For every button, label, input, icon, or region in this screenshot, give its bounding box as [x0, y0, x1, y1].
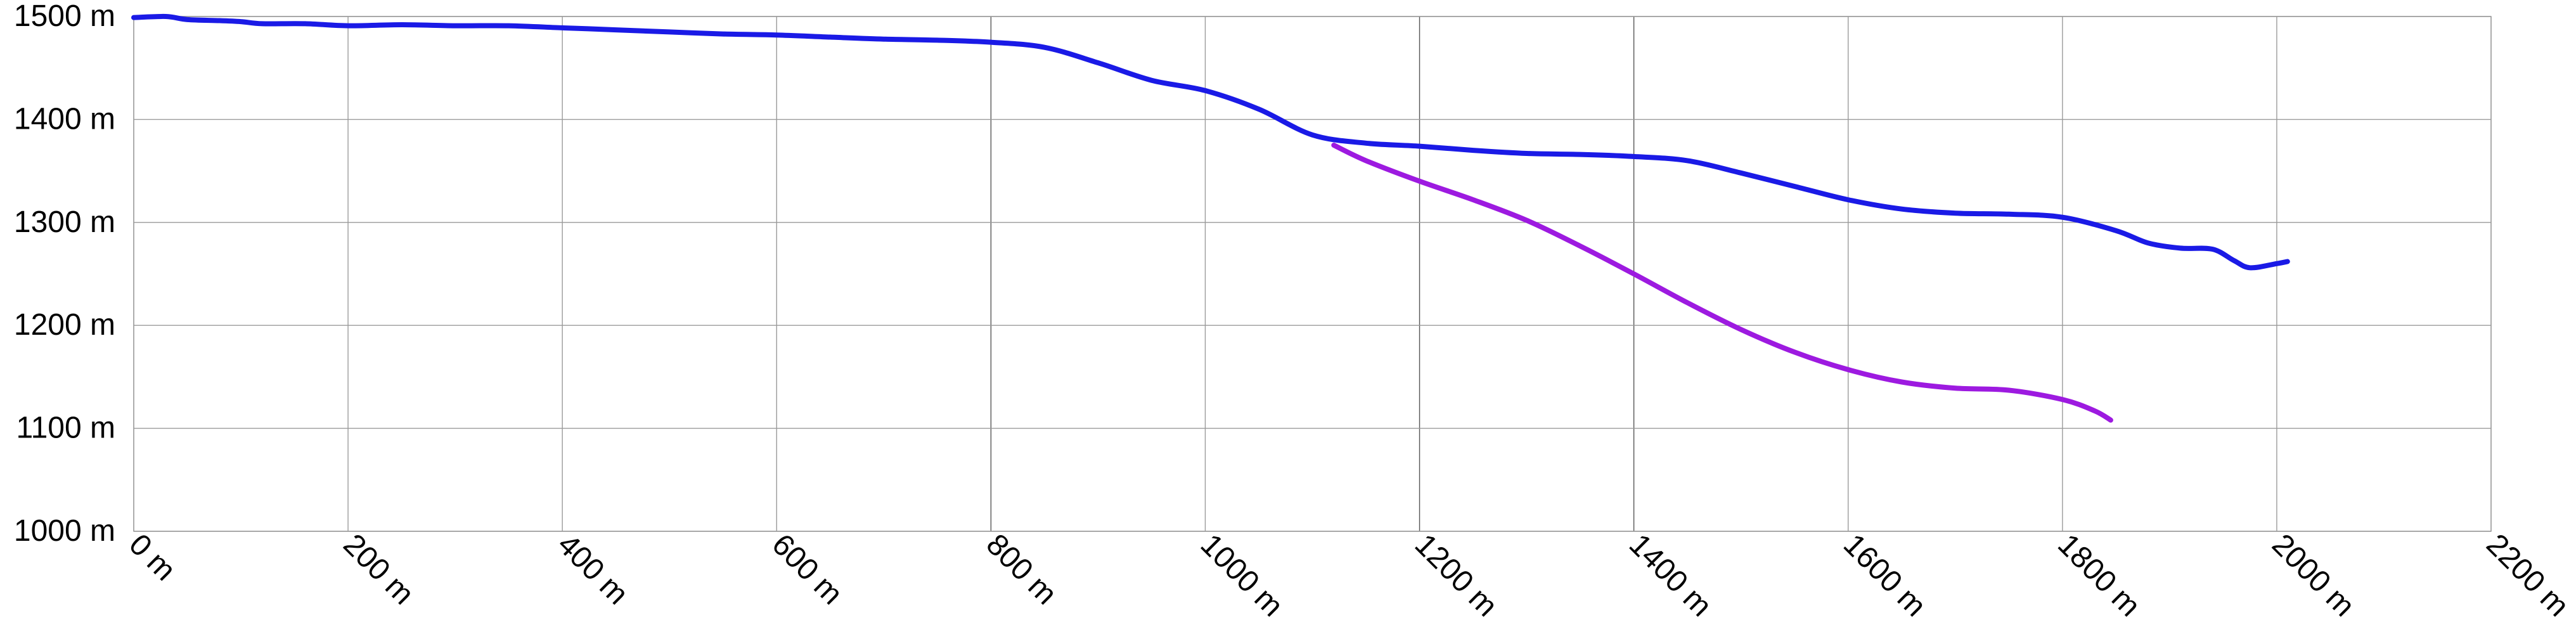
x-axis-tick-labels: 0 m 200 m 400 m 600 m 800 m 1000 m 1200 m 1400 … [122, 527, 2575, 623]
series-2-line [1331, 143, 2113, 423]
y-tick-label: 1300 m [14, 205, 115, 239]
x-tick-label: 1400 m [1623, 527, 1718, 623]
plot-area-frame [133, 16, 2492, 532]
x-tick-label: 0 m [122, 527, 182, 587]
y-tick-label: 1500 m [14, 0, 115, 33]
y-tick-label: 1100 m [16, 411, 115, 445]
y-tick-label: 1200 m [14, 308, 115, 342]
x-tick-label: 200 m [337, 527, 420, 611]
data-series [131, 13, 2290, 423]
x-tick-label: 1800 m [2051, 527, 2147, 623]
series-1-line [131, 13, 2290, 271]
grid-lines [133, 16, 2492, 532]
x-tick-label: 1600 m [1837, 527, 1933, 623]
x-tick-label: 2200 m [2480, 527, 2575, 623]
x-tick-label: 2000 m [2265, 527, 2361, 623]
x-tick-label: 600 m [765, 527, 849, 611]
y-axis-tick-labels: 1000 m 1100 m 1200 m 1300 m 1400 m 1500 m [14, 0, 115, 548]
x-tick-label: 1000 m [1194, 527, 1290, 623]
y-tick-label: 1400 m [14, 102, 115, 136]
x-tick-label: 400 m [551, 527, 634, 611]
x-tick-label: 800 m [980, 527, 1064, 611]
y-tick-label: 1000 m [14, 514, 115, 548]
x-tick-label: 1200 m [1408, 527, 1504, 623]
